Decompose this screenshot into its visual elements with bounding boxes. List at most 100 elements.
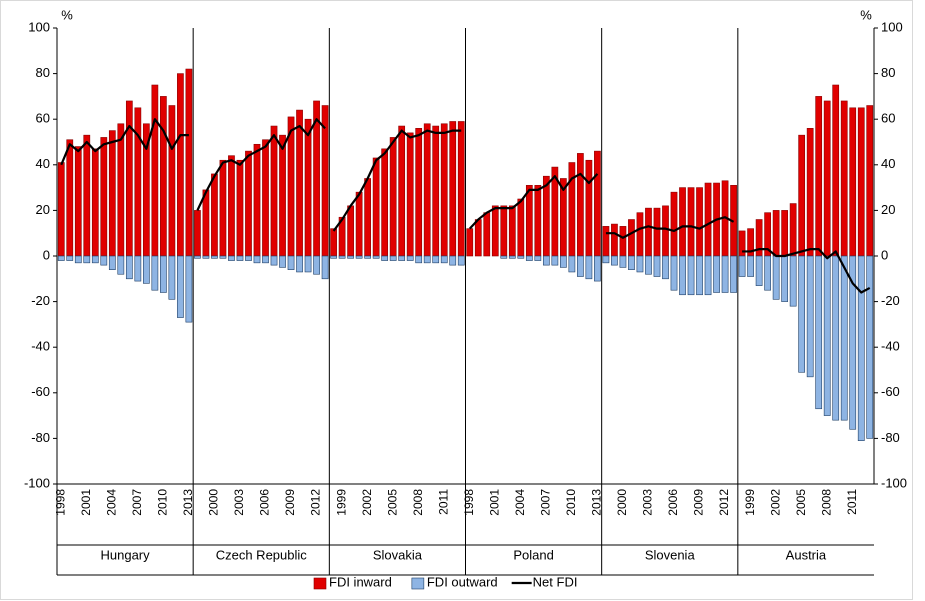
bar — [168, 255, 176, 300]
bar — [91, 255, 99, 264]
bar — [645, 207, 652, 257]
bar — [219, 159, 227, 257]
y-unit-left: % — [61, 7, 73, 22]
group-label: Slovakia — [373, 547, 423, 562]
bar — [653, 255, 661, 277]
x-tick-label: 2003 — [641, 489, 655, 516]
y2-tick-label: 40 — [881, 156, 895, 171]
y2-tick-label: 20 — [881, 202, 895, 217]
bar — [211, 173, 218, 257]
x-tick-label: 2012 — [309, 489, 323, 516]
bar — [160, 96, 167, 257]
bar — [679, 187, 686, 257]
bar — [713, 255, 720, 293]
y-tick-label: 0 — [43, 247, 50, 262]
bar — [202, 189, 210, 257]
bar — [398, 125, 406, 257]
bar — [432, 255, 440, 264]
y-tick-label: 100 — [28, 19, 50, 34]
group-label: Poland — [513, 547, 553, 562]
bar — [679, 255, 686, 296]
bar — [142, 255, 150, 284]
bar — [704, 255, 712, 296]
bar — [100, 255, 108, 266]
x-tick-label: 2007 — [130, 489, 144, 516]
bar — [857, 255, 865, 441]
bar — [228, 155, 235, 257]
bar — [253, 255, 261, 264]
group-label: Hungary — [101, 547, 151, 562]
bar — [296, 255, 303, 273]
bar — [440, 123, 448, 257]
bar — [432, 125, 440, 257]
bar — [696, 255, 703, 296]
bar — [202, 255, 210, 259]
x-tick-label: 2004 — [104, 489, 118, 516]
bar — [381, 255, 389, 261]
bar — [560, 255, 567, 268]
bar — [594, 150, 601, 257]
x-tick-label: 2001 — [79, 489, 93, 516]
bar — [764, 255, 771, 291]
x-tick-label: 1998 — [462, 489, 476, 516]
bar — [525, 185, 533, 257]
bar — [551, 255, 559, 266]
bar — [585, 159, 593, 257]
line — [60, 118, 189, 166]
bar — [653, 207, 661, 257]
bar — [534, 185, 542, 257]
bar — [636, 255, 644, 273]
bar — [747, 255, 754, 277]
bar — [466, 228, 474, 257]
legend-label: FDI outward — [427, 574, 498, 589]
bar — [772, 255, 780, 300]
bar — [270, 255, 278, 266]
legend-swatch — [313, 577, 327, 590]
x-tick-label: 1998 — [53, 489, 67, 516]
bar — [457, 255, 465, 266]
bar — [619, 226, 627, 257]
bar — [372, 255, 380, 259]
bar — [304, 255, 312, 273]
x-tick-label: 2007 — [539, 489, 553, 516]
bar — [457, 121, 465, 257]
bar — [781, 255, 789, 302]
bar — [525, 255, 533, 261]
bar — [508, 255, 516, 259]
bar — [66, 255, 74, 261]
y-tick-label: -100 — [24, 475, 50, 490]
bar — [355, 191, 363, 257]
bar — [236, 255, 244, 261]
x-tick-label: 2000 — [207, 489, 221, 516]
bar — [381, 148, 389, 257]
bar — [372, 157, 380, 257]
bar — [806, 255, 814, 378]
bar — [849, 107, 857, 257]
line — [605, 216, 735, 239]
bar — [789, 203, 797, 257]
bar — [219, 255, 227, 259]
bar — [330, 255, 337, 259]
bar — [440, 255, 448, 264]
y-tick-label: 20 — [36, 202, 50, 217]
bar — [355, 255, 363, 259]
group-label: Austria — [786, 547, 827, 562]
x-tick-label: 2005 — [794, 489, 808, 516]
bar — [696, 187, 703, 257]
bar — [483, 212, 491, 257]
y2-tick-label: -20 — [881, 293, 900, 308]
bar — [687, 255, 695, 296]
bar — [304, 118, 312, 257]
x-tick-label: 2010 — [156, 489, 170, 516]
y-tick-label: 80 — [36, 65, 50, 80]
bar — [866, 255, 874, 439]
x-tick-label: 1999 — [334, 489, 348, 516]
x-tick-label: 2011 — [845, 489, 859, 515]
bar — [415, 128, 423, 257]
bar — [806, 128, 814, 257]
bar — [491, 205, 499, 257]
bar — [517, 255, 525, 259]
line — [468, 172, 599, 230]
bar — [168, 105, 176, 257]
bar — [781, 210, 789, 257]
